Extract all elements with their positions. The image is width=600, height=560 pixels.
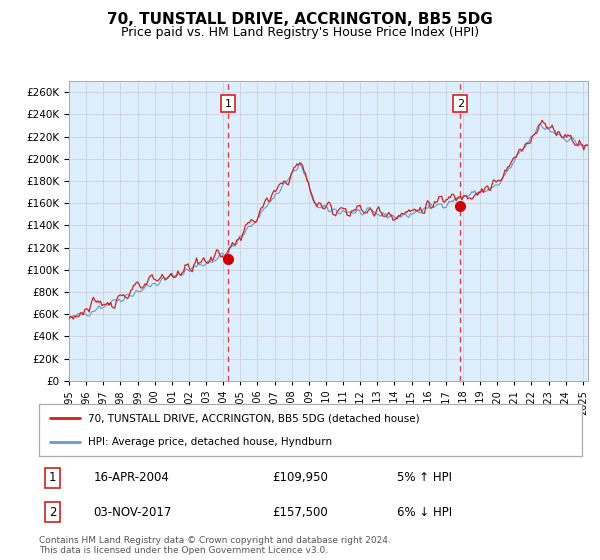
Text: 2: 2: [457, 99, 464, 109]
Text: 5% ↑ HPI: 5% ↑ HPI: [397, 472, 452, 484]
Text: £157,500: £157,500: [272, 506, 328, 519]
Text: Price paid vs. HM Land Registry's House Price Index (HPI): Price paid vs. HM Land Registry's House …: [121, 26, 479, 39]
Text: Contains HM Land Registry data © Crown copyright and database right 2024.
This d: Contains HM Land Registry data © Crown c…: [39, 536, 391, 556]
Text: 1: 1: [224, 99, 232, 109]
Text: 6% ↓ HPI: 6% ↓ HPI: [397, 506, 452, 519]
Text: 16-APR-2004: 16-APR-2004: [94, 472, 169, 484]
Text: 03-NOV-2017: 03-NOV-2017: [94, 506, 172, 519]
Text: 1: 1: [49, 472, 56, 484]
Text: 70, TUNSTALL DRIVE, ACCRINGTON, BB5 5DG: 70, TUNSTALL DRIVE, ACCRINGTON, BB5 5DG: [107, 12, 493, 27]
Text: £109,950: £109,950: [272, 472, 328, 484]
Text: 2: 2: [49, 506, 56, 519]
Text: 70, TUNSTALL DRIVE, ACCRINGTON, BB5 5DG (detached house): 70, TUNSTALL DRIVE, ACCRINGTON, BB5 5DG …: [88, 413, 419, 423]
Text: HPI: Average price, detached house, Hyndburn: HPI: Average price, detached house, Hynd…: [88, 437, 332, 447]
